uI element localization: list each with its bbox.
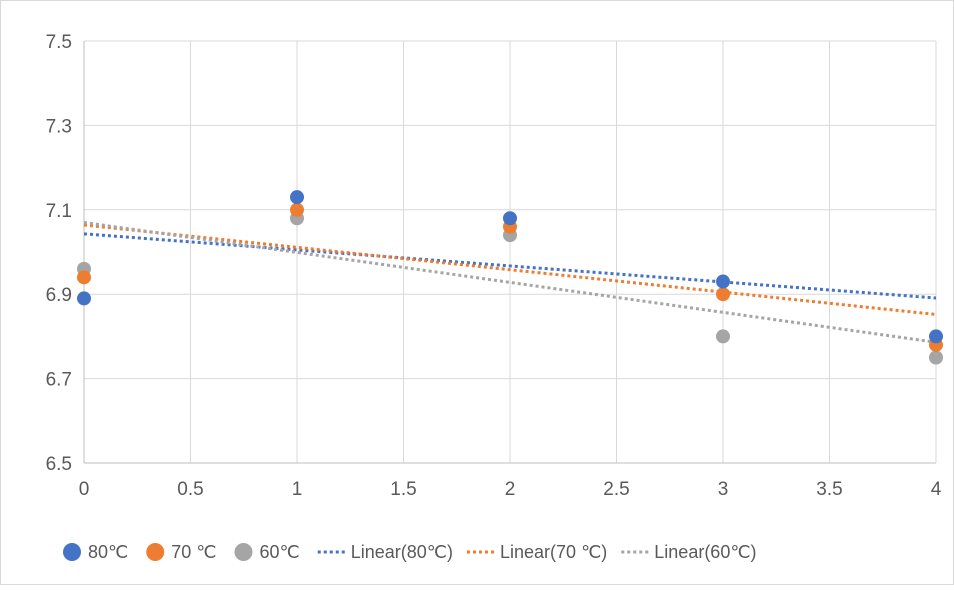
x-tick-label: 2.5 (603, 479, 629, 500)
x-tick-label: 1 (292, 479, 303, 500)
trendline (83, 220, 937, 344)
data-point (716, 287, 730, 302)
legend-label: 60℃ (260, 542, 300, 562)
y-tick-label: 7.1 (46, 201, 72, 222)
data-point (716, 274, 730, 289)
y-tick-label: 7.3 (46, 116, 72, 137)
x-tick-label: 3.5 (816, 479, 842, 500)
y-tick-label: 6.9 (46, 285, 72, 306)
data-points (77, 190, 943, 365)
legend-label: 70 ℃ (171, 542, 216, 562)
trendline (83, 223, 937, 316)
trendline (83, 232, 937, 300)
data-point (929, 329, 943, 344)
x-tick-label: 4 (931, 479, 942, 500)
x-tick-label: 3 (718, 479, 729, 500)
x-tick-label: 2 (505, 479, 516, 500)
data-point (716, 329, 730, 344)
data-point (77, 291, 91, 306)
data-point (290, 202, 304, 217)
data-point (77, 270, 91, 285)
legend-marker (146, 543, 165, 561)
y-tick-label: 7.5 (46, 32, 72, 53)
legend-label: Linear(60℃) (654, 542, 756, 562)
axes (83, 41, 936, 464)
y-tick-label: 6.7 (46, 370, 72, 391)
legend-label: Linear(80℃) (351, 542, 453, 562)
data-point (503, 211, 517, 226)
y-tick-label: 6.5 (46, 454, 72, 475)
trendlines (83, 220, 937, 344)
gridlines (83, 40, 937, 464)
legend: 80℃ 70 ℃ 60℃ Linear(80℃) Linear(70 ℃) Linear(… (63, 542, 757, 562)
legend-label: Linear(70 ℃) (500, 542, 607, 562)
tick-labels: 0 0.5 1 1.5 2 2.5 3 3.5 4 6.5 6.7 6.9 7.1 7.3 7.5 (46, 32, 942, 500)
x-tick-label: 0.5 (177, 479, 203, 500)
data-point (290, 190, 304, 205)
x-tick-label: 0 (79, 479, 90, 500)
legend-marker (63, 543, 81, 561)
legend-label: 80℃ (88, 542, 128, 562)
data-point (929, 350, 943, 365)
x-tick-label: 1.5 (390, 479, 416, 500)
legend-marker (234, 543, 253, 561)
